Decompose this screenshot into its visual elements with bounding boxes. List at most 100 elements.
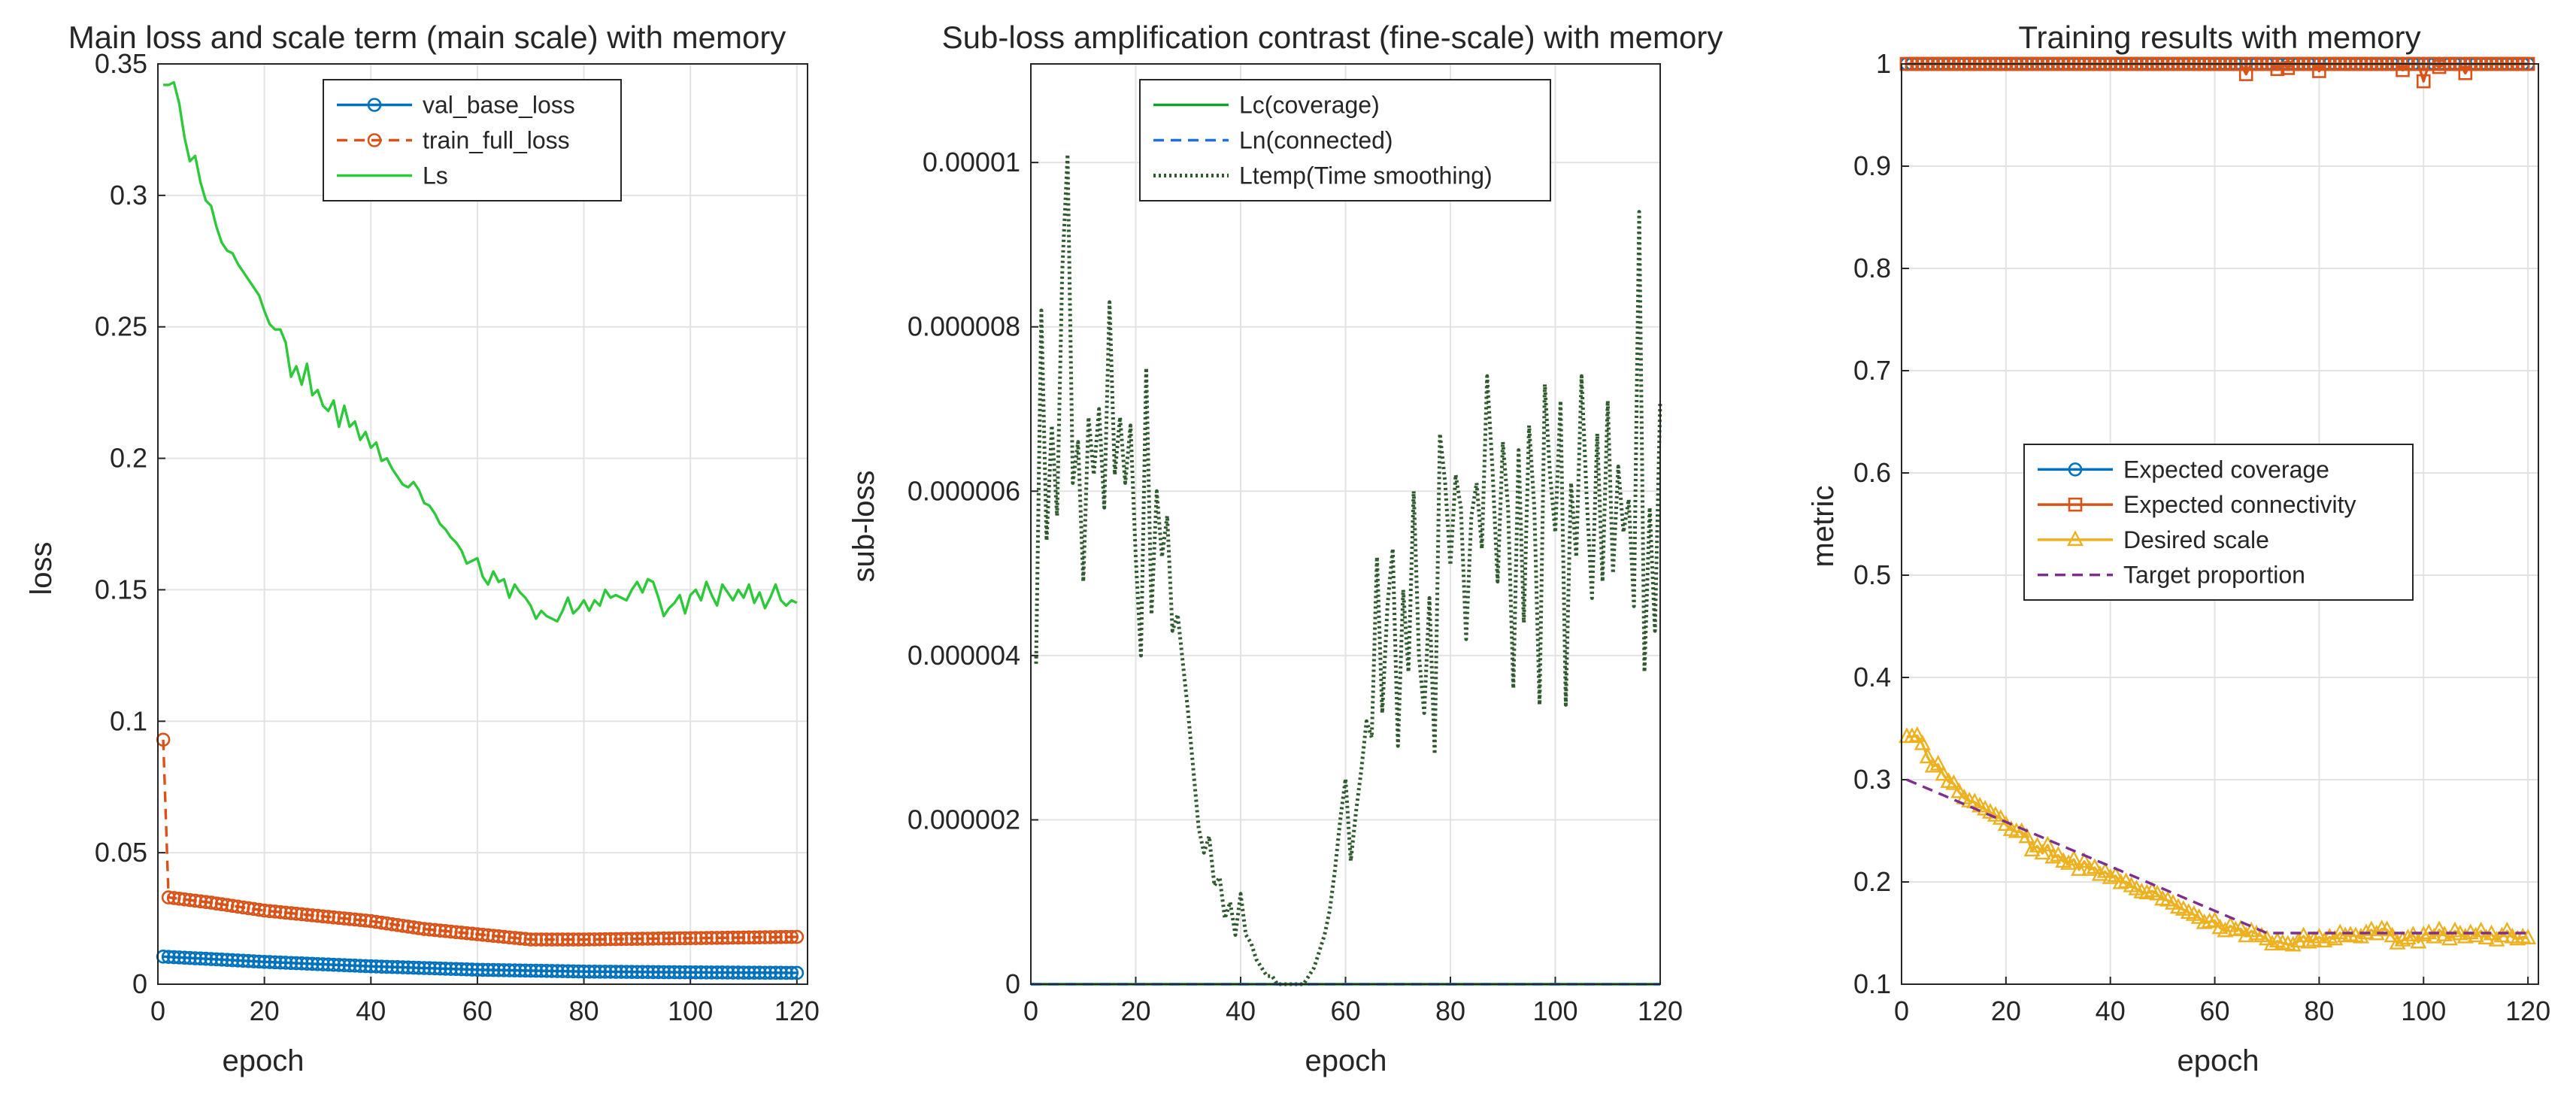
data-point-val-base-loss — [715, 965, 729, 980]
y-tick-label: 0.2 — [110, 443, 147, 474]
data-point-desired-scale — [2075, 852, 2093, 868]
data-point-train-full-loss — [624, 932, 639, 947]
data-point-val-base-loss — [731, 965, 746, 980]
data-point-train-full-loss — [193, 894, 208, 909]
data-point-desired-scale — [2050, 846, 2067, 862]
x-tick-label: 80 — [2304, 995, 2334, 1026]
data-point-val-base-loss — [603, 965, 618, 979]
data-point-train-full-loss — [768, 930, 783, 944]
data-point-train-full-loss — [747, 930, 762, 945]
data-point-train-full-loss — [518, 932, 532, 947]
data-point-val-base-loss — [768, 965, 783, 980]
x-tick-label: 0 — [1023, 995, 1038, 1026]
data-point-desired-scale — [1945, 774, 1962, 790]
x-tick-label: 0 — [1894, 995, 1909, 1026]
data-point-desired-scale — [2263, 935, 2281, 951]
data-point-train-full-loss — [539, 932, 554, 947]
data-point-val-base-loss — [513, 963, 527, 978]
data-point-val-base-loss — [374, 959, 389, 974]
data-point-train-full-loss — [561, 932, 575, 947]
x-tick-label: 80 — [569, 995, 599, 1026]
data-point-desired-scale — [2305, 930, 2323, 947]
data-point-val-base-loss — [273, 955, 288, 970]
y-tick-label: 0.25 — [95, 311, 147, 342]
data-point-train-full-loss — [608, 932, 623, 947]
data-point-val-base-loss — [326, 957, 341, 972]
data-point-desired-scale — [2258, 929, 2275, 946]
data-point-train-full-loss — [385, 917, 399, 932]
x-tick-label: 80 — [1435, 995, 1465, 1026]
data-point-val-base-loss — [784, 965, 799, 980]
data-point-desired-scale — [2295, 926, 2312, 943]
data-point-train-full-loss — [672, 931, 687, 946]
data-point-val-base-loss — [598, 965, 613, 979]
chart-panel-training-results: 0 20 40 60 80 100 120 0.1 0.2 0.3 0.4 0.5 0.6 0.7 0.8 0… — [1807, 20, 2550, 1077]
data-point-train-full-loss — [513, 931, 527, 946]
series-ls — [163, 80, 798, 623]
data-point-val-base-loss — [694, 965, 708, 980]
tick-labels: 0 20 40 60 80 100 120 0 0.000002 0.000004 0.000006… — [908, 147, 1683, 1026]
data-point-desired-scale — [2290, 932, 2307, 948]
data-point-train-full-loss — [705, 931, 719, 945]
data-point-val-base-loss — [651, 965, 666, 980]
data-point-train-full-loss — [603, 932, 618, 947]
data-point-train-full-loss — [380, 916, 394, 931]
data-point-desired-scale — [2023, 841, 2041, 857]
data-point-val-base-loss — [763, 965, 777, 980]
data-point-desired-scale — [2509, 929, 2526, 946]
data-point-val-base-loss — [369, 959, 383, 974]
data-point-desired-scale — [1950, 782, 1968, 798]
data-point-desired-scale — [2044, 847, 2062, 864]
data-point-train-full-loss — [571, 932, 586, 947]
legend-label-expected-coverage: Expected coverage — [2123, 456, 2329, 483]
data-point-train-full-loss — [683, 931, 698, 946]
legend-label-desired-scale: Desired scale — [2123, 526, 2269, 553]
data-point-desired-scale — [2086, 858, 2103, 874]
data-point-desired-scale — [2029, 836, 2046, 853]
legend: Expected coverage Expected connectivity De… — [2023, 444, 2414, 601]
legend-marker-expected-connectivity — [2068, 497, 2083, 512]
data-point-train-full-loss — [188, 893, 202, 908]
data-point-val-base-loss — [758, 965, 772, 980]
data-point-val-base-loss — [736, 965, 751, 980]
tick-labels: 0 20 40 60 80 100 120 0.1 0.2 0.3 0.4 0.5 0.6 0.7 0.8 0… — [1853, 48, 2550, 1026]
data-point-desired-scale — [2499, 921, 2516, 938]
y-tick-label: 0.000002 — [908, 804, 1020, 835]
data-point-val-base-loss — [677, 965, 692, 980]
data-point-val-base-loss — [214, 953, 229, 967]
legend-marker-expected-coverage — [2068, 462, 2083, 477]
data-point-train-full-loss — [230, 899, 245, 914]
data-point-desired-scale — [1914, 734, 1931, 750]
data-point-train-full-loss — [587, 932, 602, 947]
data-point-train-full-loss — [497, 929, 511, 944]
data-point-val-base-loss — [166, 950, 181, 965]
data-point-desired-scale — [2039, 835, 2056, 852]
data-point-val-base-loss — [550, 964, 565, 978]
y-tick-label: 0.8 — [1853, 253, 1891, 283]
data-point-val-base-loss — [311, 956, 325, 971]
data-point-val-base-loss — [619, 965, 634, 979]
data-point-train-full-loss — [204, 895, 219, 910]
data-point-val-base-loss — [257, 954, 271, 969]
data-point-val-base-loss — [252, 954, 266, 969]
data-point-train-full-loss — [268, 904, 283, 919]
data-point-desired-scale — [2018, 827, 2035, 844]
y-tick-label: 0.3 — [110, 180, 147, 211]
data-point-desired-scale — [2190, 908, 2208, 924]
data-point-val-base-loss — [587, 965, 602, 979]
data-point-desired-scale — [2206, 911, 2223, 927]
data-point-val-base-loss — [177, 950, 192, 965]
data-point-desired-scale — [2467, 926, 2484, 943]
x-tick-label: 20 — [250, 995, 280, 1026]
x-tick-label: 60 — [1330, 995, 1360, 1026]
data-point-train-full-loss — [656, 931, 671, 946]
data-point-val-base-loss — [209, 952, 224, 967]
chart-panel-main-loss: 0 20 40 60 80 100 120 0 0.05 0.1 0.15 0.2 0.25 0.3 0.3… — [25, 20, 820, 1077]
data-point-desired-scale — [2080, 860, 2098, 876]
data-point-val-base-loss — [358, 959, 373, 974]
data-point-val-base-loss — [262, 955, 277, 969]
data-point-desired-scale — [2112, 873, 2129, 889]
data-point-val-base-loss — [534, 963, 549, 978]
data-point-val-base-loss — [294, 956, 309, 971]
data-point-train-full-loss — [710, 931, 724, 945]
